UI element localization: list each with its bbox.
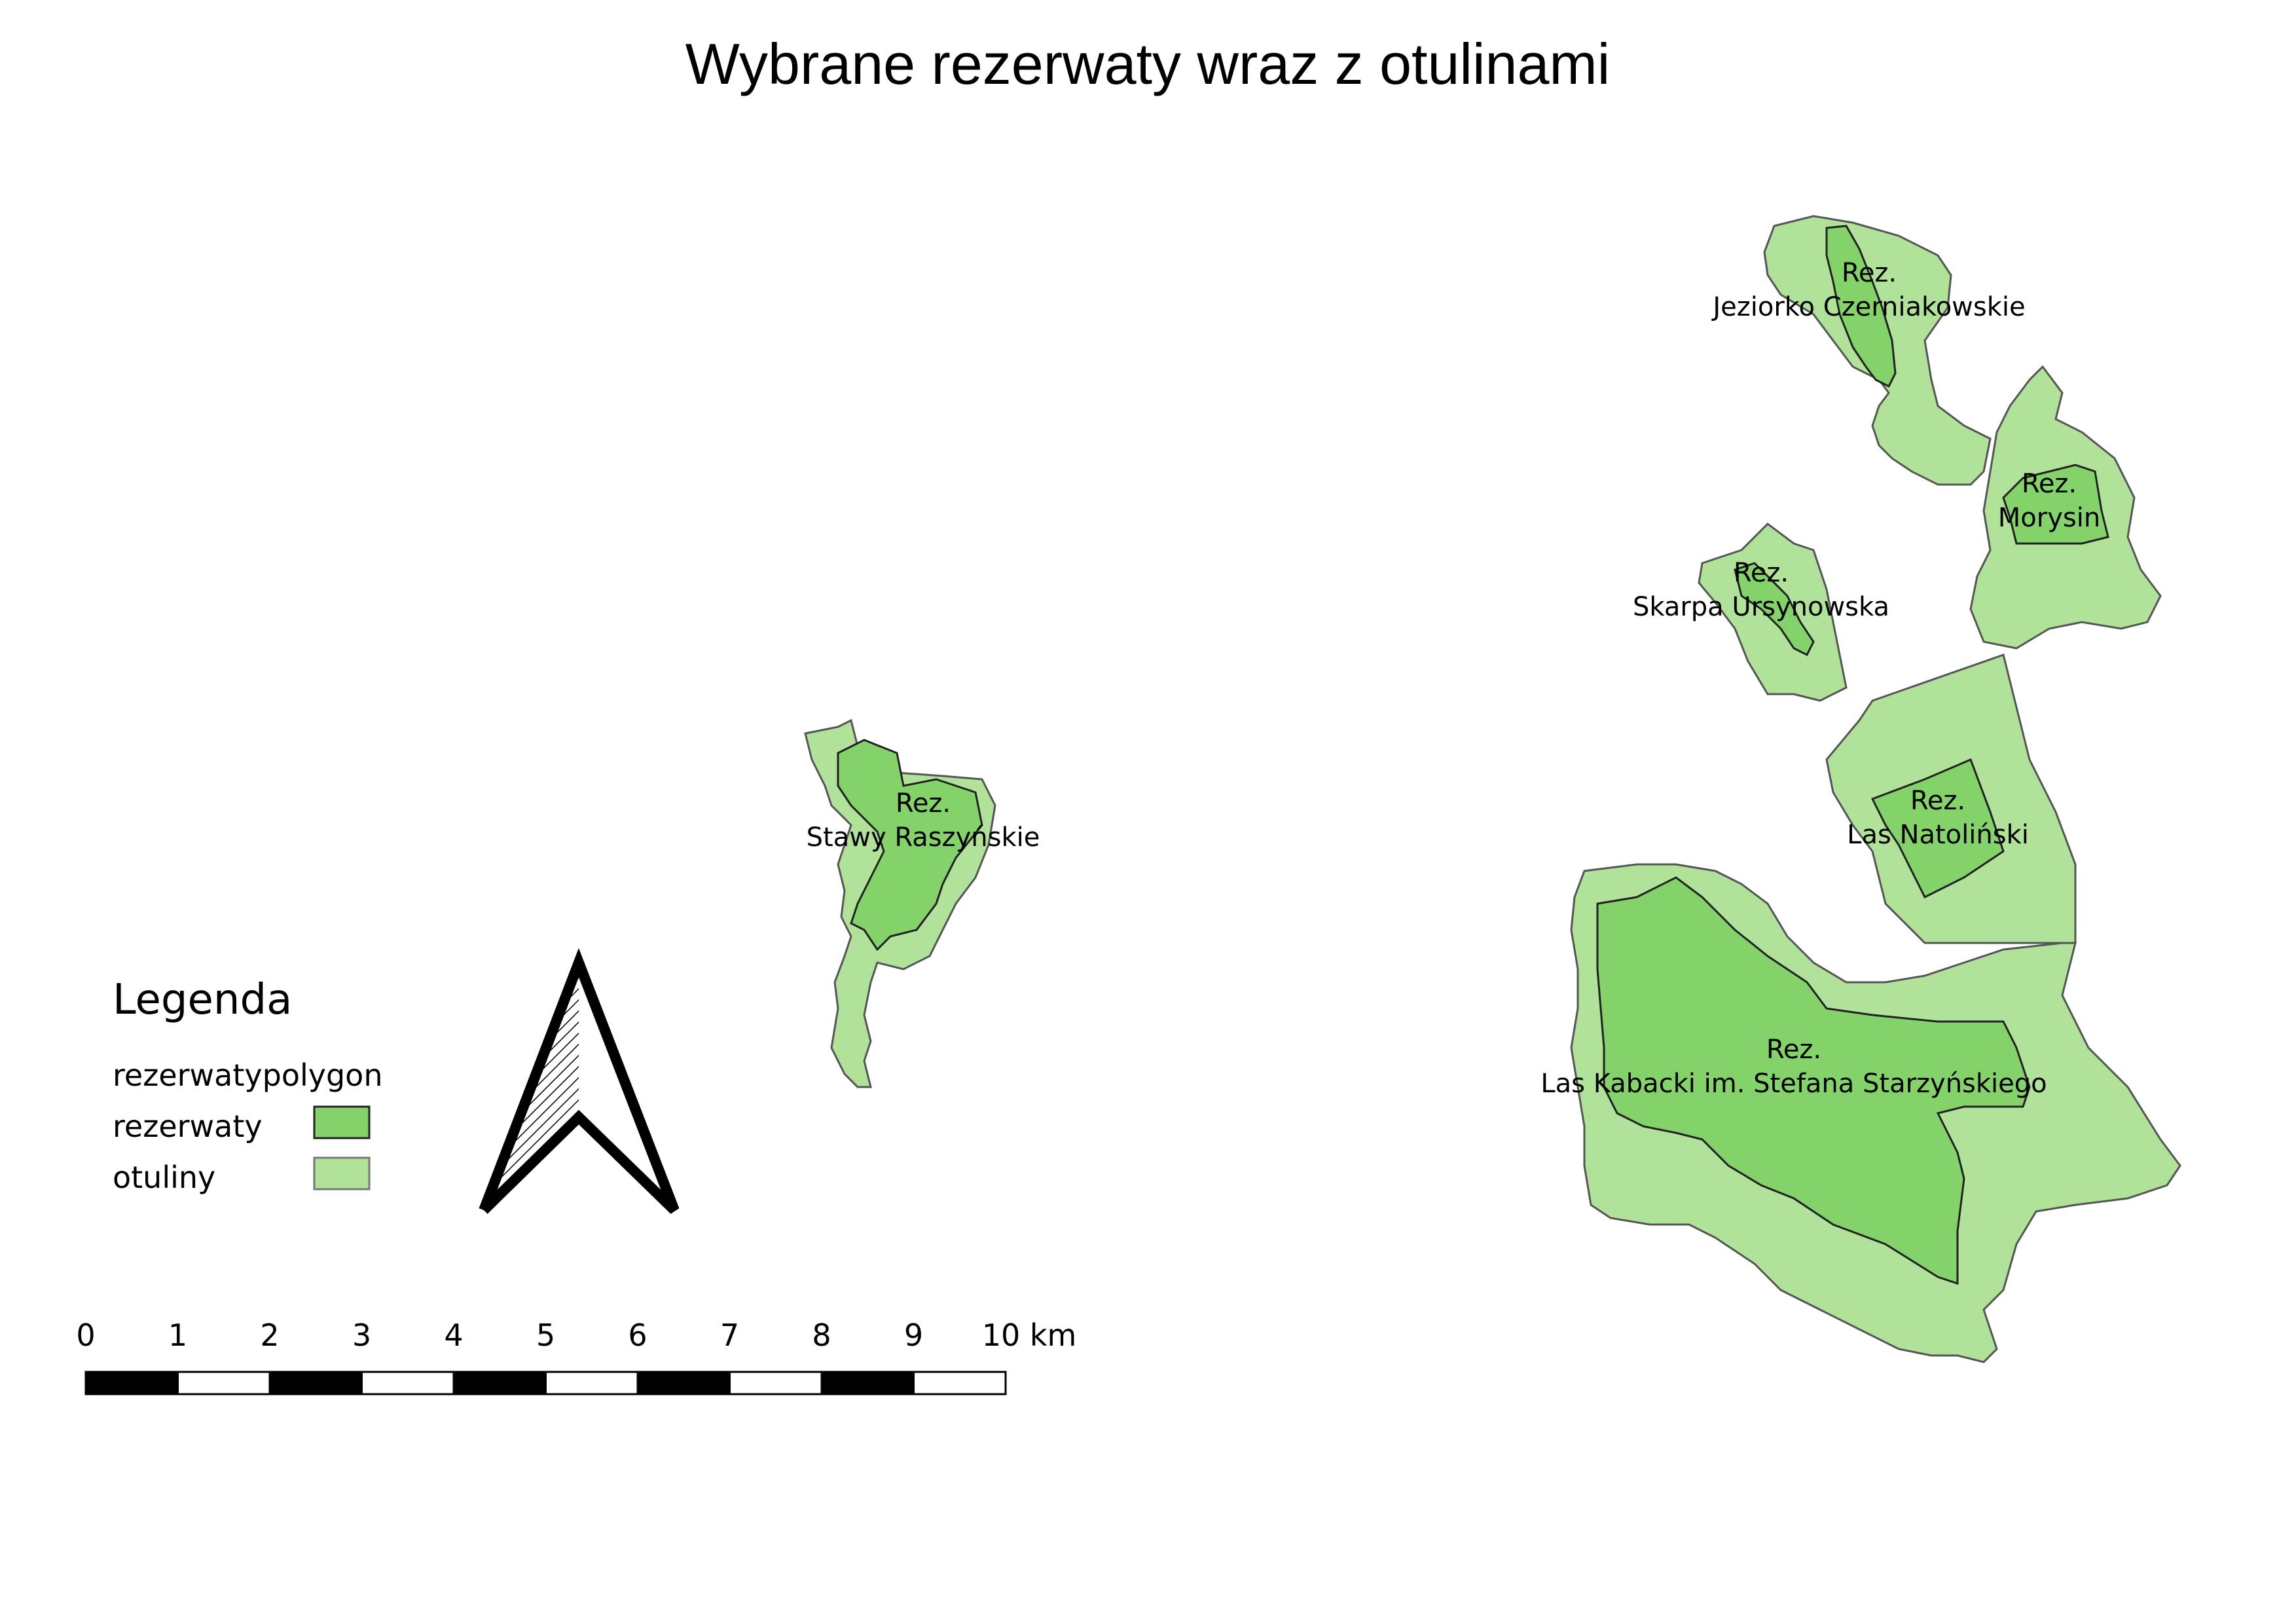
north-arrow-icon <box>479 948 680 1214</box>
legend-item-otuliny-label: otuliny <box>113 1160 215 1195</box>
scale-tick-label: 0 <box>76 1318 95 1353</box>
scale-segment <box>268 1371 363 1395</box>
scale-tick-label: 8 <box>812 1318 831 1353</box>
reserve-kabaty <box>1596 876 2031 1285</box>
label-morysin-line1: Rez. <box>2022 469 2077 499</box>
legend-swatch-rezerwaty <box>313 1105 371 1139</box>
label-jeziorko-line2: Jeziorko Czerniakowskie <box>1711 292 2025 322</box>
label-raszyn-line2: Stawy Raszyńskie <box>807 822 1040 853</box>
label-morysin-line2: Morysin <box>1998 503 2100 533</box>
reserve-morysin <box>2002 464 2109 545</box>
scale-tick-label: 2 <box>260 1318 279 1353</box>
scale-tick-label: 7 <box>720 1318 739 1353</box>
label-skarpa-line2: Skarpa Ursynowska <box>1633 592 1889 622</box>
legend-item-rezerwaty-label: rezerwaty <box>113 1109 263 1144</box>
scale-bar: 0 1 2 3 4 5 6 7 8 9 10 km <box>76 1318 1077 1395</box>
scale-segment <box>84 1371 179 1395</box>
scale-tick-label: 5 <box>536 1318 555 1353</box>
reserve-natolin <box>1870 758 2005 899</box>
label-jeziorko-line1: Rez. <box>1842 258 1897 288</box>
reserves-polygons <box>837 225 2109 1285</box>
label-skarpa-line1: Rez. <box>1734 558 1789 588</box>
legend-group-label: rezerwatypolygon <box>113 1058 382 1093</box>
scale-segment <box>729 1371 823 1395</box>
scale-tick-label: 1 <box>168 1318 187 1353</box>
legend: Legenda rezerwatypolygon rezerwaty otuli… <box>113 976 382 1195</box>
scale-segment <box>545 1371 639 1395</box>
legend-heading: Legenda <box>113 976 292 1024</box>
reserve-skarpa <box>1734 562 1815 657</box>
scale-segment <box>820 1371 915 1395</box>
reserve-raszyn <box>837 739 983 951</box>
label-natolin-line2: Las Natoliński <box>1847 820 2029 850</box>
label-raszyn-line1: Rez. <box>896 788 951 819</box>
scale-tick-label: 10 km <box>982 1318 1077 1353</box>
label-natolin-line1: Rez. <box>1910 786 1965 816</box>
scale-tick-label: 3 <box>352 1318 371 1353</box>
scale-segment <box>452 1371 547 1395</box>
reserve-jeziorko <box>1825 225 1897 388</box>
map-title: Wybrane rezerwaty wraz z otulinami <box>685 31 1611 96</box>
scale-segment <box>913 1371 1007 1395</box>
scale-tick-label: 9 <box>904 1318 923 1353</box>
scale-segment <box>636 1371 731 1395</box>
scale-segment <box>361 1371 455 1395</box>
label-kabaty-line2: Las Kabacki im. Stefana Starzyńskiego <box>1540 1069 2047 1099</box>
scale-tick-label: 4 <box>444 1318 463 1353</box>
reserve-labels: Rez. Jeziorko Czerniakowskie Rez. Morysi… <box>807 258 2101 1099</box>
label-kabaty-line1: Rez. <box>1766 1035 1821 1065</box>
scale-tick-label: 6 <box>628 1318 647 1353</box>
legend-swatch-otuliny <box>313 1156 371 1190</box>
scale-segment <box>177 1371 271 1395</box>
